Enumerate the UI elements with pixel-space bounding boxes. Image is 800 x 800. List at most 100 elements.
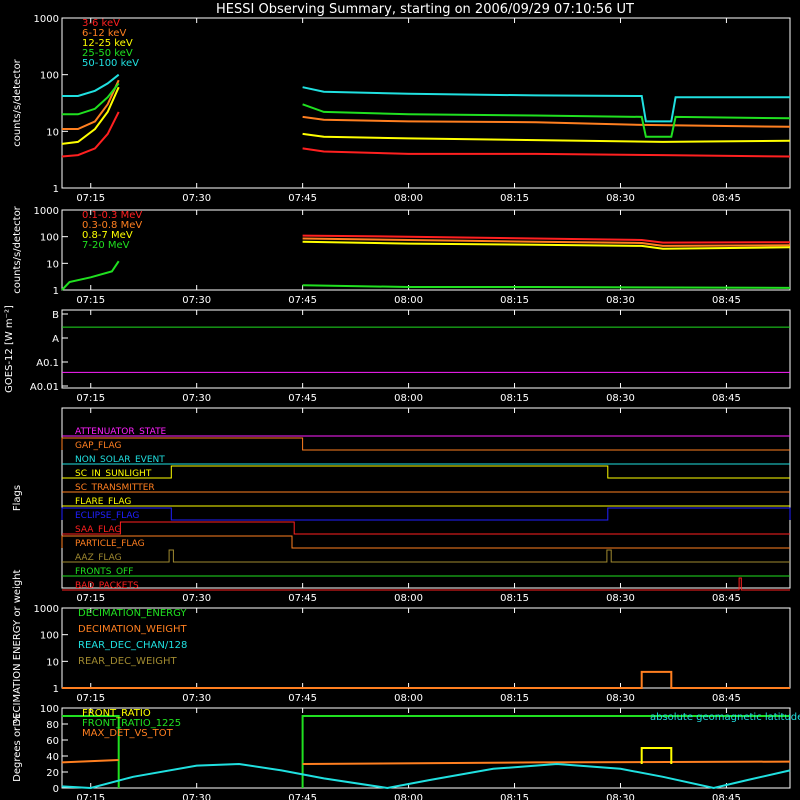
rate-low-series-25-50-kev (61, 82, 120, 116)
flag-label: ECLIPSE_FLAG (75, 511, 139, 521)
decimation-ytick-label: 1 (53, 684, 59, 695)
rate-high-time-label: 07:45 (288, 295, 317, 306)
flag-label: ATTENUATOR_STATE (75, 427, 167, 437)
rate-high-ytick-label: 100 (40, 233, 59, 244)
ratios-series-max_det_vs_tot (61, 759, 119, 764)
goes-ytick-label: A0.1 (36, 358, 59, 369)
flag-label: FRONTS_OFF (75, 567, 133, 577)
rate-high-time-label: 08:00 (394, 295, 423, 306)
goes-ytick-label: B (52, 310, 59, 321)
rate-low-series-50-100-kev (302, 86, 790, 123)
flags-time-label: 08:15 (500, 593, 529, 604)
rate-low-legend-item: 25-50 keV (82, 48, 133, 59)
goes-ylabel: GOES-12 [W m⁻²] (4, 305, 15, 393)
rate-low-ytick-label: 1000 (34, 14, 59, 25)
rate-low-series-50-100-kev (61, 73, 120, 97)
ratios-series-front_ratio_1225 (61, 715, 120, 788)
goes-time-label: 07:45 (288, 393, 317, 404)
flag-label: SC_TRANSMITTER (75, 483, 155, 493)
rate-high-series-7-20-mev (302, 284, 791, 289)
rate-high-legend-item: 0.8-7 MeV (82, 230, 133, 241)
flags-time-label: 07:15 (76, 593, 105, 604)
rate-low-ylabel: counts/s/detector (12, 58, 23, 146)
ratios-series-max_det_vs_tot (302, 760, 791, 765)
flags-time-label: 08:00 (394, 593, 423, 604)
decimation-time-label: 07:30 (182, 693, 211, 704)
flags-ylabel: Flags (12, 485, 23, 511)
rate-high-legend-item: 0.1-0.3 MeV (82, 210, 142, 221)
rate-high-ytick-label: 1000 (34, 206, 59, 217)
rate-low-series-3-6-kev (302, 147, 791, 158)
flag-label: PARTICLE_FLAG (75, 539, 145, 549)
flags-frame (61, 407, 791, 589)
ratios-time-label: 08:45 (712, 793, 741, 800)
ratios-legend-item: absolute geomagnetic latitude (650, 712, 800, 723)
ratios-time-label: 07:30 (182, 793, 211, 800)
flag-line-particle-flag (61, 535, 790, 549)
goes-time-label: 08:30 (606, 393, 635, 404)
goes-time-label: 07:30 (182, 393, 211, 404)
rate-low-frame (61, 17, 791, 189)
ratios-ytick-label: 100 (40, 704, 59, 715)
goes-time-label: 08:00 (394, 393, 423, 404)
rate-high-series-0-3-0-8-mev (302, 237, 791, 247)
rate-high-time-label: 08:15 (500, 295, 529, 306)
ratios-ytick-label: 0 (53, 784, 59, 795)
rate-high-legend-item: 0.3-0.8 MeV (82, 220, 142, 231)
flag-line-gap-flag (61, 437, 790, 451)
flags-time-label: 08:30 (606, 593, 635, 604)
flag-label: GAP_FLAG (75, 441, 121, 451)
rate-low-panel: 07:15 07:30 07:45 08:00 08:15 08:30 08:45 1 10 10… (12, 14, 791, 204)
ratios-legend-item: FRONT_RATIO (82, 708, 151, 719)
decimation-time-label: 07:15 (76, 693, 105, 704)
rate-low-ytick-label: 1 (53, 184, 59, 195)
ratios-time-label: 07:15 (76, 793, 105, 800)
decimation-legend-item: DECIMATION_ENERGY (78, 608, 187, 619)
ratios-time-label: 08:30 (606, 793, 635, 800)
ratios-ytick-label: 80 (46, 720, 59, 731)
rate-low-legend-item: 6-12 keV (82, 28, 126, 39)
flag-label: SAA_FLAG (75, 525, 121, 535)
goes-ytick-label: A (52, 334, 59, 345)
chart-title: HESSI Observing Summary, starting on 200… (216, 2, 634, 17)
rate-low-series-12-25-kev (302, 132, 791, 143)
decimation-ylabel: DECIMATION ENERGY or weight (12, 569, 23, 726)
flag-label: AAZ_FLAG (75, 553, 122, 563)
decimation-ytick-label: 1000 (34, 604, 59, 615)
ratios-ytick-label: 20 (46, 768, 59, 779)
rate-high-series-7-20-mev (61, 260, 120, 291)
decimation-legend-item: REAR_DEC_WEIGHT (78, 656, 177, 667)
rate-low-legend-item: 50-100 keV (82, 58, 139, 69)
rate-high-time-label: 07:15 (76, 295, 105, 306)
goes-frame (61, 309, 791, 389)
rate-high-panel: 07:15 07:30 07:45 08:00 08:15 08:30 08:45 1 10 10… (12, 205, 791, 306)
ratios-ylabel: Degrees or % (12, 714, 23, 782)
rate-low-ytick-label: 100 (40, 71, 59, 82)
goes-panel: 07:15 07:30 07:45 08:00 08:15 08:30 08:45 GOES-… (4, 305, 791, 404)
rate-high-series-0-8-7-mev (302, 240, 791, 250)
decimation-time-label: 08:45 (712, 693, 741, 704)
goes-ytick-label: A0.01 (30, 382, 59, 393)
rate-low-legend-item: 12-25 keV (82, 38, 133, 49)
goes-time-label: 07:15 (76, 393, 105, 404)
ratios-panel: 07:15 07:30 07:45 08:00 08:15 08:30 08:45 0 20 40… (12, 704, 800, 800)
ratios-time-label: 07:45 (288, 793, 317, 800)
flag-line-eclipse-flag (61, 507, 791, 521)
flag-label: SC_IN_SUNLIGHT (75, 469, 152, 479)
decimation-time-label: 08:30 (606, 693, 635, 704)
rate-low-legend-item: 3-6 keV (82, 18, 120, 29)
flags-time-label: 07:30 (182, 593, 211, 604)
decimation-ytick-label: 100 (40, 631, 59, 642)
decimation-legend-item: DECIMATION_WEIGHT (78, 624, 187, 635)
rate-high-ylabel: counts/s/detector (12, 205, 23, 293)
rate-high-legend-item: 7-20 MeV (82, 240, 130, 251)
ratios-series-absolute-geomagnetic-latitude (61, 762, 791, 790)
decimation-ytick-label: 10 (46, 657, 59, 668)
flag-label: FLARE_FLAG (75, 497, 131, 507)
rate-low-series-6-12-kev (61, 79, 120, 130)
decimation-time-label: 07:45 (288, 693, 317, 704)
decimation-series-rear_dec_weight (61, 670, 790, 689)
ratios-series-front_ratio_1225 (301, 715, 790, 788)
rate-low-series-25-50-kev (302, 103, 791, 138)
